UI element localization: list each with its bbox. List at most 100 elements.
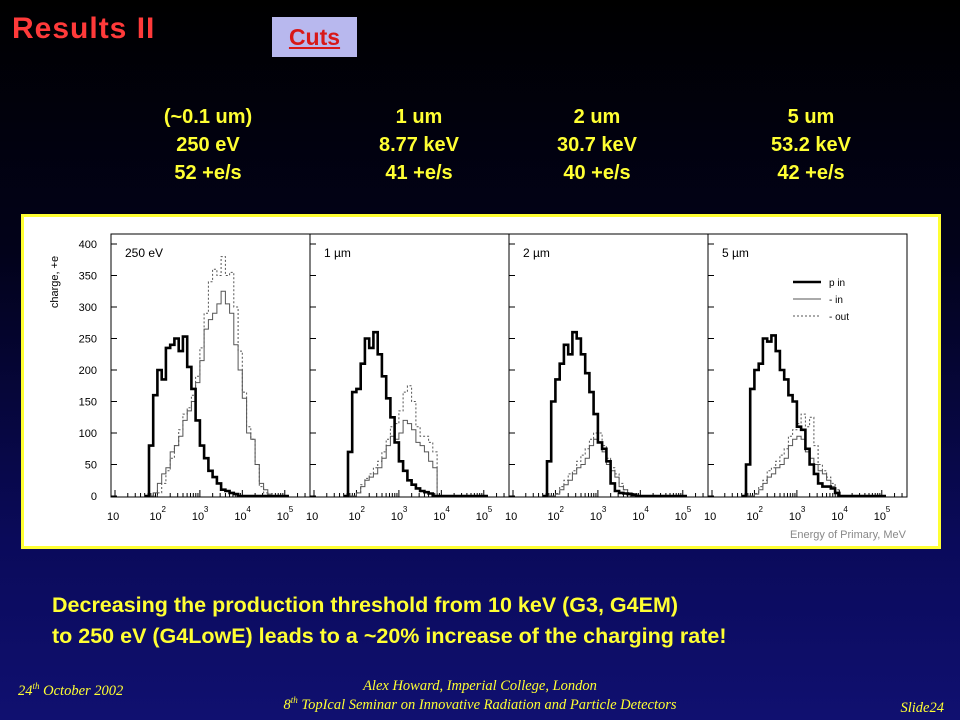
footer-seminar-suffix: th xyxy=(290,695,298,706)
panel-label: 5 µm xyxy=(722,246,749,260)
legend-label: - in xyxy=(829,295,843,306)
histogram-series-p-in xyxy=(741,334,886,498)
column-size: 5 um xyxy=(787,106,835,128)
x-tick-label: 10 xyxy=(632,511,644,523)
x-axis-label: Energy of Primary, MeV xyxy=(790,529,907,541)
x-tick-exponent: 5 xyxy=(488,505,493,514)
column-size: 2 um xyxy=(573,106,621,128)
x-tick-exponent: 2 xyxy=(161,505,166,514)
x-tick-exponent: 5 xyxy=(687,505,692,514)
conclusion-line-2: to 250 eV (G4LowE) leads to a ~20% incre… xyxy=(52,624,727,648)
column-header-4: 5 um 53.2 keV 42 +e/s xyxy=(731,103,891,187)
x-tick-label: 10 xyxy=(234,511,246,523)
x-tick-exponent: 3 xyxy=(602,505,607,514)
footer-seminar-rest: TopIcal Seminar on Innovative Radiation … xyxy=(297,697,677,713)
column-size: 1 um xyxy=(395,106,443,128)
x-tick-exponent: 5 xyxy=(886,505,891,514)
x-tick-exponent: 5 xyxy=(289,505,294,514)
x-tick-label: 10 xyxy=(874,511,886,523)
x-tick-label: 10 xyxy=(590,511,602,523)
x-tick-label: 10 xyxy=(149,511,161,523)
y-tick-label: 350 xyxy=(79,271,97,283)
x-tick-label: 10 xyxy=(789,511,801,523)
x-tick-exponent: 3 xyxy=(204,505,209,514)
footer-date: 24th October 2002 xyxy=(18,681,124,700)
footer-credits: Alex Howard, Imperial College, London 8t… xyxy=(260,677,700,715)
y-tick-label: 50 xyxy=(85,460,97,472)
footer-date-day: 24 xyxy=(18,683,33,699)
x-tick-exponent: 2 xyxy=(360,505,365,514)
x-tick-label: 10 xyxy=(348,511,360,523)
conclusion-line-1: Decreasing the production threshold from… xyxy=(52,593,679,617)
footer-seminar-num: 8 xyxy=(283,697,291,713)
histogram-series-p-in xyxy=(144,335,289,498)
footer-date-rest: October 2002 xyxy=(39,683,124,699)
x-tick-label: 10 xyxy=(192,511,204,523)
y-tick-label: 0 xyxy=(91,491,97,503)
x-tick-exponent: 4 xyxy=(644,505,649,514)
y-tick-label: 300 xyxy=(79,302,97,314)
x-tick-label: 10 xyxy=(675,511,687,523)
x-tick-label: 10 xyxy=(831,511,843,523)
column-energy: 30.7 keV xyxy=(556,134,638,156)
panel-frame xyxy=(508,233,709,498)
x-tick-exponent: 3 xyxy=(403,505,408,514)
histogram-series-p-in xyxy=(542,330,687,498)
x-tick-label: 10 xyxy=(505,511,517,523)
x-tick-exponent: 4 xyxy=(445,505,450,514)
histogram-chart-frame: charge, +e 0 50 100 150 200 250 300 350 400 10 10 2 1… xyxy=(21,214,941,549)
column-header-2: 1 um 8.77 keV 41 +e/s xyxy=(339,103,499,187)
footer-slide-number: Slide24 xyxy=(900,700,945,716)
histogram-series-p-in xyxy=(343,330,488,498)
column-energy: 250 eV xyxy=(176,134,240,156)
y-tick-label: 100 xyxy=(79,428,97,440)
column-energy: 53.2 keV xyxy=(770,134,852,156)
column-rate: 41 +e/s xyxy=(385,162,453,184)
x-tick-label: 10 xyxy=(704,511,716,523)
y-tick-label: 250 xyxy=(79,334,97,346)
y-axis-label: charge, +e xyxy=(49,256,61,308)
footer-seminar: 8th TopIcal Seminar on Innovative Radiat… xyxy=(260,696,700,715)
x-tick-exponent: 4 xyxy=(246,505,251,514)
legend-label: p in xyxy=(829,278,845,289)
conclusion-text: Decreasing the production threshold from… xyxy=(52,590,932,652)
panel-frame xyxy=(309,233,510,498)
y-tick-label: 200 xyxy=(79,365,97,377)
x-tick-label: 10 xyxy=(746,511,758,523)
column-energy: 8.77 keV xyxy=(378,134,460,156)
panel-label: 1 µm xyxy=(324,246,351,260)
panel-frame xyxy=(110,233,311,498)
y-tick-label: 150 xyxy=(79,397,97,409)
column-header-1: (~0.1 um) 250 eV 52 +e/s xyxy=(128,103,288,187)
x-tick-label: 10 xyxy=(277,511,289,523)
column-rate: 52 +e/s xyxy=(174,162,242,184)
column-size: (~0.1 um) xyxy=(163,106,253,128)
panel-frame xyxy=(707,233,908,498)
x-tick-exponent: 2 xyxy=(559,505,564,514)
histogram-series-in xyxy=(144,290,289,497)
histogram-series-out xyxy=(343,385,488,497)
column-rate: 42 +e/s xyxy=(777,162,845,184)
x-tick-label: 10 xyxy=(547,511,559,523)
x-tick-exponent: 2 xyxy=(758,505,763,514)
column-rate: 40 +e/s xyxy=(563,162,631,184)
x-tick-label: 10 xyxy=(391,511,403,523)
column-header-3: 2 um 30.7 keV 40 +e/s xyxy=(517,103,677,187)
x-tick-exponent: 3 xyxy=(801,505,806,514)
panel-label: 250 eV xyxy=(125,246,163,260)
legend-label: - out xyxy=(829,312,849,323)
x-tick-label: 10 xyxy=(433,511,445,523)
panel-label: 2 µm xyxy=(523,246,550,260)
x-tick-label: 10 xyxy=(306,511,318,523)
chart-legend: p in - in - out xyxy=(793,278,849,323)
x-tick-label: 10 xyxy=(107,511,119,523)
cuts-link-button[interactable]: Cuts xyxy=(272,17,357,57)
x-tick-label: 10 xyxy=(476,511,488,523)
slide-title: Results II xyxy=(12,12,156,45)
footer-date-suffix: th xyxy=(32,681,40,692)
